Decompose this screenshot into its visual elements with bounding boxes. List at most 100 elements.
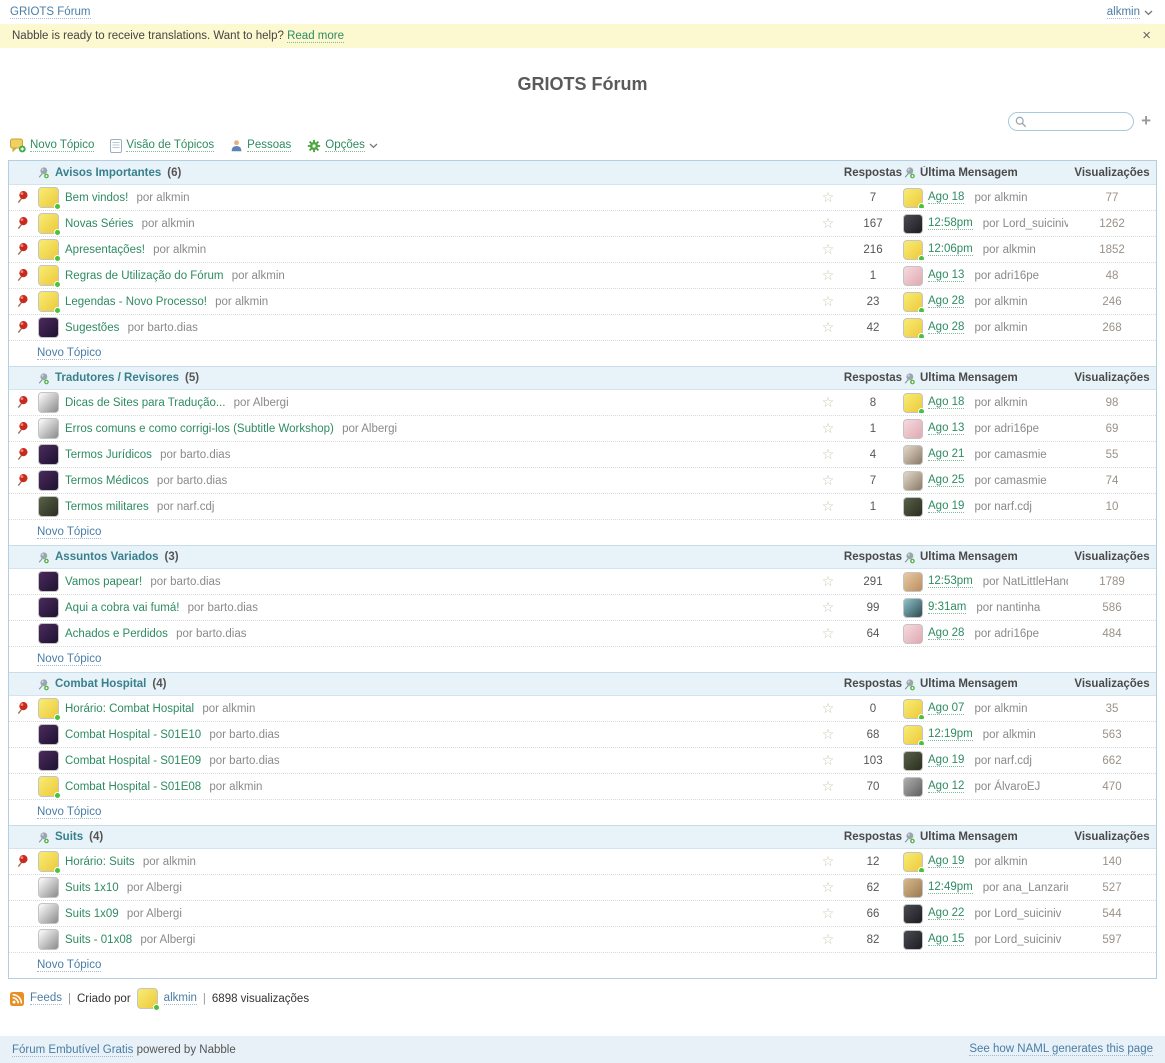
favorite-star-icon[interactable]: ☆ xyxy=(821,446,835,462)
last-post-avatar[interactable] xyxy=(903,418,923,439)
topic-starter-avatar[interactable] xyxy=(38,187,61,210)
home-link[interactable]: GRIOTS Fórum xyxy=(10,6,91,19)
favorite-star-icon[interactable]: ☆ xyxy=(821,472,835,488)
user-menu-link[interactable]: alkmin xyxy=(1106,6,1140,19)
last-post-date-link[interactable]: Ago 12 xyxy=(928,780,965,793)
section-title[interactable]: Tradutores / Revisores xyxy=(55,372,179,384)
topic-link[interactable]: Achados e Perdidos xyxy=(65,627,168,640)
topic-link[interactable]: Termos Jurídicos xyxy=(65,448,152,461)
topic-starter-avatar[interactable] xyxy=(38,877,59,898)
last-post-avatar[interactable] xyxy=(903,187,925,208)
topic-link[interactable]: Legendas - Novo Processo! xyxy=(65,295,207,308)
topic-starter-avatar[interactable] xyxy=(38,623,59,644)
topic-starter-avatar[interactable] xyxy=(38,265,61,288)
new-topic-link[interactable]: Novo Tópico xyxy=(37,806,102,819)
topic-link[interactable]: Combat Hospital - S01E10 xyxy=(65,728,202,741)
favorite-star-icon[interactable]: ☆ xyxy=(821,879,835,895)
last-post-avatar[interactable] xyxy=(903,929,923,950)
last-post-date-link[interactable]: Ago 19 xyxy=(928,754,965,767)
topic-starter-avatar[interactable] xyxy=(38,317,59,338)
topic-starter-avatar[interactable] xyxy=(38,929,59,950)
favorite-star-icon[interactable]: ☆ xyxy=(821,573,835,589)
topic-starter-avatar[interactable] xyxy=(38,392,59,413)
topic-starter-avatar[interactable] xyxy=(38,291,61,314)
last-post-avatar[interactable] xyxy=(903,877,923,898)
topic-link[interactable]: Horário: Combat Hospital xyxy=(65,702,195,715)
section-title[interactable]: Suits xyxy=(55,831,84,843)
favorite-star-icon[interactable]: ☆ xyxy=(821,267,835,283)
last-post-date-link[interactable]: Ago 18 xyxy=(928,191,965,204)
topic-starter-avatar[interactable] xyxy=(38,597,59,618)
last-post-avatar[interactable] xyxy=(903,750,923,771)
new-topic-link[interactable]: Novo Tópico xyxy=(37,653,102,666)
last-post-date-link[interactable]: Ago 28 xyxy=(928,627,965,640)
last-post-date-link[interactable]: 12:06pm xyxy=(928,243,973,256)
topic-link[interactable]: Suits 1x09 xyxy=(65,907,119,920)
new-topic-link[interactable]: Novo Tópico xyxy=(37,347,102,360)
last-post-date-link[interactable]: Ago 25 xyxy=(928,474,965,487)
topic-starter-avatar[interactable] xyxy=(38,470,59,491)
favorite-star-icon[interactable]: ☆ xyxy=(821,905,835,921)
favorite-star-icon[interactable]: ☆ xyxy=(821,700,835,716)
favorite-star-icon[interactable]: ☆ xyxy=(821,752,835,768)
last-post-date-link[interactable]: Ago 07 xyxy=(928,702,965,715)
last-post-date-link[interactable]: Ago 28 xyxy=(928,321,965,334)
last-post-avatar[interactable] xyxy=(903,496,923,517)
favorite-star-icon[interactable]: ☆ xyxy=(821,853,835,869)
topic-starter-avatar[interactable] xyxy=(38,903,59,924)
topic-starter-avatar[interactable] xyxy=(38,213,61,236)
topic-link[interactable]: Termos Médicos xyxy=(65,474,149,487)
favorite-star-icon[interactable]: ☆ xyxy=(821,625,835,641)
owner-link[interactable]: alkmin xyxy=(163,992,197,1005)
topic-starter-avatar[interactable] xyxy=(38,571,59,592)
last-post-date-link[interactable]: 9:31am xyxy=(928,601,967,614)
topic-starter-avatar[interactable] xyxy=(38,750,59,771)
toolbar-topics-view-link[interactable]: Visão de Tópicos xyxy=(126,139,215,152)
favorite-star-icon[interactable]: ☆ xyxy=(821,189,835,205)
last-post-date-link[interactable]: 12:19pm xyxy=(928,728,973,741)
last-post-avatar[interactable] xyxy=(903,623,923,644)
favorite-star-icon[interactable]: ☆ xyxy=(821,599,835,615)
topic-link[interactable]: Vamos papear! xyxy=(65,575,143,588)
topic-starter-avatar[interactable] xyxy=(38,239,61,262)
favorite-star-icon[interactable]: ☆ xyxy=(821,726,835,742)
topic-link[interactable]: Dicas de Sites para Tradução... xyxy=(65,396,226,409)
add-search-button[interactable]: + xyxy=(1141,111,1151,130)
read-more-link[interactable]: Read more xyxy=(287,30,344,43)
favorite-star-icon[interactable]: ☆ xyxy=(821,215,835,231)
topic-link[interactable]: Regras de Utilização do Fórum xyxy=(65,269,224,282)
last-post-avatar[interactable] xyxy=(903,392,925,413)
last-post-date-link[interactable]: Ago 18 xyxy=(928,396,965,409)
last-post-avatar[interactable] xyxy=(903,724,925,745)
topic-link[interactable]: Sugestões xyxy=(65,321,120,334)
topic-link[interactable]: Aqui a cobra vai fumá! xyxy=(65,601,180,614)
favorite-star-icon[interactable]: ☆ xyxy=(821,420,835,436)
new-topic-link[interactable]: Novo Tópico xyxy=(37,526,102,539)
topic-starter-avatar[interactable] xyxy=(38,496,59,517)
favorite-star-icon[interactable]: ☆ xyxy=(821,241,835,257)
last-post-avatar[interactable] xyxy=(903,903,923,924)
topic-link[interactable]: Combat Hospital - S01E08 xyxy=(65,780,202,793)
last-post-avatar[interactable] xyxy=(903,698,925,719)
free-embeddable-forum-link[interactable]: Fórum Embutível Gratis xyxy=(12,1043,134,1057)
last-post-date-link[interactable]: Ago 15 xyxy=(928,933,965,946)
favorite-star-icon[interactable]: ☆ xyxy=(821,778,835,794)
topic-link[interactable]: Bem vindos! xyxy=(65,191,129,204)
last-post-date-link[interactable]: 12:58pm xyxy=(928,217,973,230)
naml-link[interactable]: See how NAML generates this page xyxy=(969,1043,1153,1056)
section-title[interactable]: Avisos Importantes xyxy=(55,166,162,179)
topic-link[interactable]: Erros comuns e como corrigi-los (Subtitl… xyxy=(65,422,334,435)
feeds-link[interactable]: Feeds xyxy=(30,992,62,1005)
last-post-avatar[interactable] xyxy=(903,291,925,312)
last-post-date-link[interactable]: Ago 13 xyxy=(928,269,965,282)
last-post-date-link[interactable]: Ago 19 xyxy=(928,500,965,513)
last-post-date-link[interactable]: Ago 13 xyxy=(928,422,965,435)
last-post-avatar[interactable] xyxy=(903,265,923,286)
search-input[interactable] xyxy=(1008,111,1135,131)
section-title[interactable]: Assuntos Variados xyxy=(55,551,159,563)
last-post-avatar[interactable] xyxy=(903,213,923,234)
topic-link[interactable]: Suits - 01x08 xyxy=(65,933,133,946)
section-title[interactable]: Combat Hospital xyxy=(55,678,147,690)
last-post-date-link[interactable]: Ago 21 xyxy=(928,448,965,461)
close-icon[interactable]: × xyxy=(1142,27,1151,44)
